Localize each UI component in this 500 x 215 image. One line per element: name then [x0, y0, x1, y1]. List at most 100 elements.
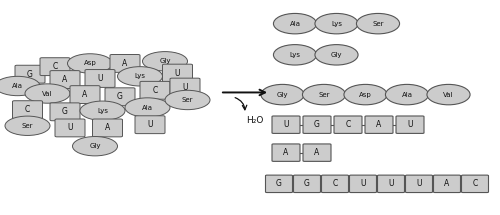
FancyBboxPatch shape	[266, 175, 292, 193]
Ellipse shape	[344, 84, 387, 105]
Text: Lys: Lys	[331, 21, 342, 27]
FancyBboxPatch shape	[140, 81, 170, 99]
Text: A: A	[62, 75, 68, 84]
Text: A: A	[376, 120, 382, 129]
Text: Lys: Lys	[134, 73, 145, 79]
Text: Ala: Ala	[142, 104, 153, 111]
Text: U: U	[182, 83, 188, 92]
Ellipse shape	[80, 101, 125, 120]
Ellipse shape	[5, 116, 50, 135]
Text: C: C	[25, 105, 30, 114]
Text: Val: Val	[444, 92, 454, 98]
Text: U: U	[67, 123, 73, 132]
Text: G: G	[276, 179, 282, 188]
Ellipse shape	[72, 137, 118, 156]
FancyBboxPatch shape	[85, 70, 115, 87]
FancyBboxPatch shape	[396, 116, 424, 133]
FancyBboxPatch shape	[434, 175, 460, 193]
Text: G: G	[27, 70, 33, 79]
Text: C: C	[332, 179, 338, 188]
Ellipse shape	[274, 45, 316, 65]
FancyBboxPatch shape	[322, 175, 348, 193]
Text: A: A	[82, 90, 87, 99]
Text: C: C	[52, 62, 58, 71]
FancyBboxPatch shape	[406, 175, 432, 193]
Ellipse shape	[386, 84, 428, 105]
Text: Ser: Ser	[182, 97, 193, 103]
Text: Ser: Ser	[318, 92, 330, 98]
FancyBboxPatch shape	[70, 86, 100, 104]
Text: A: A	[122, 59, 128, 68]
Ellipse shape	[302, 84, 346, 105]
Ellipse shape	[125, 98, 170, 117]
Text: C: C	[346, 120, 350, 129]
Ellipse shape	[118, 67, 162, 86]
Text: U: U	[388, 179, 394, 188]
FancyBboxPatch shape	[272, 144, 300, 161]
Text: G: G	[314, 120, 320, 129]
Text: U: U	[360, 179, 366, 188]
FancyBboxPatch shape	[50, 103, 80, 121]
FancyBboxPatch shape	[303, 116, 331, 133]
Text: Asp: Asp	[359, 92, 372, 98]
FancyBboxPatch shape	[378, 175, 404, 193]
Text: Lys: Lys	[290, 52, 300, 58]
Text: Val: Val	[42, 91, 53, 97]
Text: Gly: Gly	[330, 52, 342, 58]
FancyBboxPatch shape	[462, 175, 488, 193]
FancyBboxPatch shape	[350, 175, 376, 193]
FancyBboxPatch shape	[334, 116, 362, 133]
Text: U: U	[283, 120, 289, 129]
Text: U: U	[175, 69, 180, 78]
Text: Gly: Gly	[277, 92, 288, 98]
Text: G: G	[304, 179, 310, 188]
Text: Gly: Gly	[159, 58, 171, 64]
Text: Ser: Ser	[372, 21, 384, 27]
Text: Asp: Asp	[84, 60, 96, 66]
FancyBboxPatch shape	[303, 144, 331, 161]
Ellipse shape	[142, 52, 188, 71]
Ellipse shape	[261, 84, 304, 105]
Ellipse shape	[25, 84, 70, 103]
Text: Gly: Gly	[89, 143, 101, 149]
Text: A: A	[105, 123, 110, 132]
FancyBboxPatch shape	[12, 101, 42, 119]
Text: G: G	[62, 107, 68, 116]
FancyBboxPatch shape	[365, 116, 393, 133]
FancyBboxPatch shape	[135, 116, 165, 134]
Ellipse shape	[0, 76, 40, 96]
Text: U: U	[407, 120, 413, 129]
FancyBboxPatch shape	[55, 119, 85, 137]
FancyBboxPatch shape	[294, 175, 320, 193]
Ellipse shape	[68, 54, 112, 73]
Text: C: C	[152, 86, 158, 95]
Text: U: U	[416, 179, 422, 188]
Text: Ser: Ser	[22, 123, 33, 129]
FancyBboxPatch shape	[15, 65, 45, 83]
FancyBboxPatch shape	[40, 58, 70, 75]
Ellipse shape	[315, 45, 358, 65]
FancyBboxPatch shape	[105, 88, 135, 106]
Text: U: U	[147, 120, 153, 129]
Ellipse shape	[427, 84, 470, 105]
Ellipse shape	[165, 90, 210, 110]
Text: G: G	[117, 92, 123, 101]
FancyBboxPatch shape	[92, 119, 122, 137]
Ellipse shape	[315, 13, 358, 34]
Ellipse shape	[274, 13, 316, 34]
Text: Ala: Ala	[402, 92, 412, 98]
Text: Ala: Ala	[290, 21, 300, 27]
Text: Lys: Lys	[97, 108, 108, 114]
FancyBboxPatch shape	[272, 116, 300, 133]
FancyBboxPatch shape	[50, 71, 80, 89]
FancyBboxPatch shape	[110, 54, 140, 72]
Ellipse shape	[356, 13, 400, 34]
Text: C: C	[472, 179, 478, 188]
Text: A: A	[314, 148, 320, 157]
Text: Ala: Ala	[12, 83, 23, 89]
FancyBboxPatch shape	[162, 64, 192, 82]
Text: H₂O: H₂O	[246, 116, 264, 125]
Text: U: U	[97, 74, 103, 83]
Text: A: A	[284, 148, 288, 157]
FancyBboxPatch shape	[170, 78, 200, 96]
